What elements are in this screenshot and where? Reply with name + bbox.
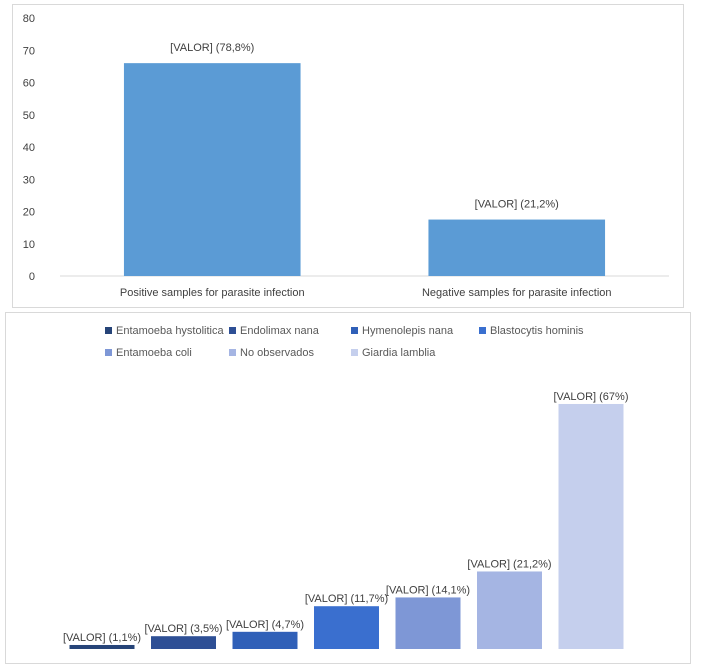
y-tick-label: 30	[23, 174, 35, 186]
legend-item-entamoeba-coli: Entamoeba coli	[105, 347, 192, 359]
legend-swatch	[351, 327, 358, 334]
legend-item-endolimax-nana: Endolimax nana	[229, 325, 319, 337]
y-tick-label: 40	[23, 142, 35, 154]
bar-no-observados	[477, 571, 542, 649]
y-tick-label: 60	[23, 78, 35, 90]
bar-hymenolepis-nana	[232, 631, 298, 649]
y-tick-label: 10	[23, 239, 35, 251]
legend-label: No observados	[240, 347, 314, 359]
legend-swatch	[351, 349, 358, 356]
bar-entamoeba-coli	[395, 597, 461, 649]
data-label: [VALOR] (4,7%)	[226, 619, 304, 631]
x-category-label: Negative samples for parasite infection	[422, 287, 612, 299]
legend-label: Blastocytis hominis	[490, 325, 584, 337]
legend-item-giardia-lamblia: Giardia lamblia	[351, 347, 435, 359]
legend-item-no-observados: No observados	[229, 347, 314, 359]
bar-entamoeba-hystolitica	[69, 644, 135, 649]
data-label: [VALOR] (11,7%)	[305, 593, 388, 605]
legend-swatch	[229, 349, 236, 356]
bar-blastocytis-hominis	[314, 606, 379, 649]
data-label: [VALOR] (78,8%)	[170, 42, 254, 54]
data-label: [VALOR] (14,1%)	[386, 584, 470, 596]
y-tick-label: 20	[23, 207, 35, 219]
legend-item-entamoeba-hystolitica: Entamoeba hystolitica	[105, 325, 224, 337]
y-tick-label: 50	[23, 110, 35, 122]
parasite-species-chart: Entamoeba hystolitica Endolimax nana Hymen…	[5, 312, 691, 664]
y-tick-label: 70	[23, 45, 35, 57]
legend-item-hymenolepis-nana: Hymenolepis nana	[351, 325, 453, 337]
legend-label: Endolimax nana	[240, 325, 319, 337]
data-label: [VALOR] (3,5%)	[144, 623, 222, 635]
legend-swatch	[105, 349, 112, 356]
data-label: [VALOR] (67%)	[554, 391, 629, 403]
bar-negative-samples-for-parasite-infection	[428, 219, 606, 276]
data-label: [VALOR] (21,2%)	[475, 199, 559, 211]
legend-label: Entamoeba hystolitica	[116, 325, 224, 337]
chart1-svg: 0 10 20 30 40 50 60 70 80 [VALOR] (78,8%) Positive…	[23, 13, 669, 299]
bar-positive-samples-for-parasite-infection	[123, 63, 301, 277]
legend-swatch	[105, 327, 112, 334]
data-label: [VALOR] (1,1%)	[63, 632, 141, 644]
y-tick-label: 80	[23, 13, 35, 25]
legend-label: Entamoeba coli	[116, 347, 192, 359]
parasite-infection-chart: 0 10 20 30 40 50 60 70 80 [VALOR] (78,8%) Positive…	[12, 4, 684, 308]
legend-label: Hymenolepis nana	[362, 325, 454, 337]
legend-label: Giardia lamblia	[362, 347, 436, 359]
y-tick-label: 0	[29, 271, 35, 283]
legend-swatch	[479, 327, 486, 334]
chart2-svg: [VALOR] (1,1%)[VALOR] (3,5%) [VALOR] (4,7…	[63, 391, 629, 649]
bar-endolimax-nana	[151, 636, 216, 649]
legend-item-blastocytis-hominis: Blastocytis hominis	[479, 325, 584, 337]
x-category-label: Positive samples for parasite infection	[120, 287, 305, 299]
data-label: [VALOR] (21,2%)	[467, 558, 551, 570]
bar-giardia-lamblia	[558, 403, 624, 649]
legend-swatch	[229, 327, 236, 334]
